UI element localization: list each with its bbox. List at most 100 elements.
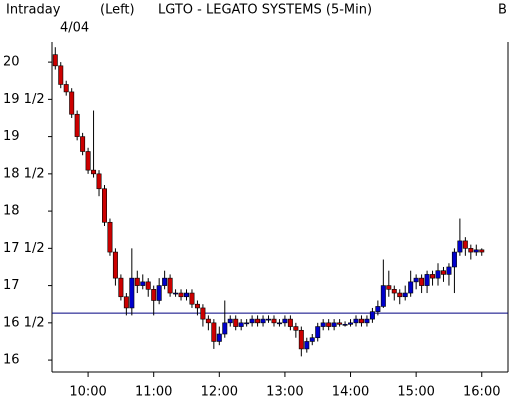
- candle-body: [156, 285, 162, 301]
- candle-body: [123, 296, 129, 309]
- candle-body: [276, 322, 282, 325]
- candle-body: [189, 292, 195, 305]
- candle-body: [211, 322, 217, 342]
- candle-body: [293, 326, 299, 331]
- candle-body: [419, 277, 425, 286]
- candle-body: [413, 277, 419, 283]
- candle-body: [244, 322, 250, 325]
- candle-body: [140, 281, 146, 286]
- candle-body: [380, 285, 386, 307]
- candle-body: [468, 248, 474, 253]
- candle-body: [266, 318, 272, 321]
- flag: B: [498, 3, 507, 18]
- candle-body: [369, 311, 375, 320]
- candle-body: [304, 341, 310, 350]
- candle-body: [402, 292, 408, 298]
- candle-body: [397, 292, 403, 298]
- candle-body: [118, 277, 124, 298]
- candle-body: [194, 303, 200, 309]
- candle-body: [430, 274, 436, 279]
- x-tick-label: 16:00: [463, 385, 500, 400]
- candle-body: [80, 136, 86, 152]
- candle-body: [391, 289, 397, 294]
- candle-body: [58, 65, 64, 85]
- candle-body: [353, 318, 359, 324]
- candle-body: [249, 318, 255, 324]
- candle-body: [326, 322, 332, 327]
- candle-body: [167, 277, 173, 294]
- candle-body: [151, 289, 157, 301]
- candle-body: [386, 285, 392, 290]
- y-tick-label: 16: [3, 353, 20, 368]
- x-tick-label: 11:00: [135, 385, 172, 400]
- candle-body: [200, 307, 206, 320]
- candle-body: [337, 322, 343, 325]
- period-label: Intraday: [6, 3, 61, 18]
- candle-body: [348, 322, 354, 325]
- axis-side: (Left): [100, 3, 135, 18]
- candle-body: [287, 318, 293, 327]
- candle-body: [358, 318, 364, 324]
- x-tick-label: 14:00: [332, 385, 369, 400]
- candle-body: [227, 318, 233, 324]
- candle-body: [451, 251, 457, 268]
- candle-body: [271, 318, 277, 324]
- candle-body: [309, 337, 315, 342]
- candle-body: [173, 292, 179, 295]
- candle-body: [479, 249, 485, 253]
- candle-body: [282, 318, 288, 324]
- y-tick-label: 19: [3, 129, 20, 144]
- candle-body: [375, 306, 381, 312]
- y-tick-label: 20: [3, 55, 20, 70]
- y-tick-label: 19 1/2: [3, 92, 45, 107]
- y-tick-label: 16 1/2: [3, 315, 45, 330]
- candle-body: [440, 270, 446, 275]
- candle-body: [473, 249, 479, 253]
- candle-body: [96, 173, 102, 190]
- x-tick-label: 10:00: [69, 385, 106, 400]
- candle-body: [260, 318, 266, 324]
- candle-body: [112, 251, 118, 279]
- candle-body: [462, 240, 468, 249]
- candle-body: [85, 151, 91, 171]
- candle-body: [69, 91, 75, 115]
- candle-body: [216, 333, 222, 342]
- candle-body: [424, 274, 430, 286]
- candle-body: [145, 281, 151, 290]
- candle-body: [205, 318, 211, 324]
- candle-body: [129, 277, 135, 309]
- candle-body: [63, 84, 69, 93]
- chart-title: LGTO - LEGATO SYSTEMS (5-Min): [158, 3, 372, 18]
- candle-body: [342, 324, 348, 326]
- candle-body: [107, 221, 113, 253]
- candle-body: [446, 266, 452, 275]
- candle-body: [238, 322, 244, 327]
- candle-body: [435, 270, 441, 279]
- y-tick-label: 18: [3, 204, 20, 219]
- candle-body: [255, 318, 261, 324]
- candle-body: [222, 322, 228, 335]
- x-tick-label: 13:00: [266, 385, 303, 400]
- candle-body: [102, 188, 107, 223]
- candle-body: [320, 322, 326, 327]
- candle-body: [331, 322, 337, 327]
- date-label: 4/04: [60, 21, 89, 36]
- candle-body: [91, 169, 97, 175]
- y-tick-label: 17: [3, 278, 20, 293]
- y-tick-label: 17 1/2: [3, 241, 45, 256]
- candle-body: [298, 329, 304, 350]
- candle-body: [364, 318, 370, 324]
- y-tick-label: 18 1/2: [3, 166, 45, 181]
- x-tick-label: 12:00: [201, 385, 238, 400]
- candle-body: [134, 277, 140, 286]
- candle-body: [184, 292, 189, 298]
- candle-body: [408, 281, 414, 294]
- candle-body: [233, 318, 239, 327]
- candle-body: [74, 113, 80, 137]
- candle-body: [162, 277, 168, 286]
- candle-body: [315, 326, 321, 339]
- x-tick-label: 15:00: [397, 385, 434, 400]
- candle-body: [52, 54, 58, 67]
- candle-body: [178, 292, 184, 298]
